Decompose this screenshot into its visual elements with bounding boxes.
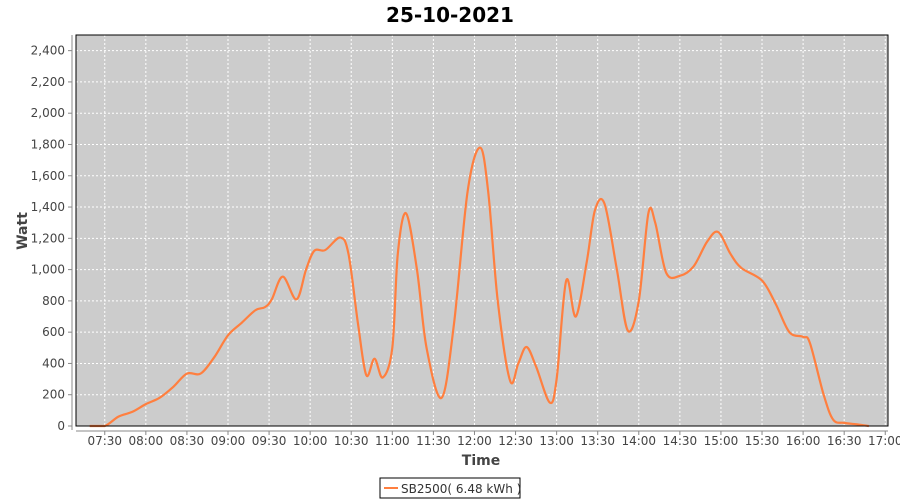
y-tick-label: 0 bbox=[57, 419, 65, 433]
x-tick-label: 14:00 bbox=[621, 434, 656, 448]
y-axis-label: Watt bbox=[15, 212, 31, 250]
x-tick-label: 16:00 bbox=[786, 434, 821, 448]
x-tick-label: 14:30 bbox=[663, 434, 698, 448]
x-tick-label: 08:00 bbox=[129, 434, 164, 448]
x-tick-label: 11:00 bbox=[375, 434, 410, 448]
grid bbox=[76, 35, 888, 427]
x-tick-label: 11:30 bbox=[416, 434, 451, 448]
x-tick-label: 10:30 bbox=[334, 434, 369, 448]
x-tick-label: 15:00 bbox=[704, 434, 739, 448]
y-tick-label: 1,600 bbox=[31, 169, 65, 183]
legend-box bbox=[379, 477, 521, 499]
y-tick-label: 2,400 bbox=[31, 44, 65, 58]
y-tick-label: 600 bbox=[42, 325, 65, 339]
plot-border bbox=[75, 34, 889, 427]
x-tick-label: 12:00 bbox=[457, 434, 492, 448]
x-tick-label: 13:00 bbox=[539, 434, 574, 448]
x-tick-label: 16:30 bbox=[827, 434, 862, 448]
x-tick-label: 17:00 bbox=[868, 434, 900, 448]
x-tick-label: 09:00 bbox=[211, 434, 246, 448]
x-axis-label: Time bbox=[462, 453, 500, 469]
y-tick-label: 2,000 bbox=[31, 106, 65, 120]
plot-area bbox=[76, 35, 888, 426]
chart-title: 25-10-2021 bbox=[386, 3, 514, 27]
y-tick-label: 200 bbox=[42, 388, 65, 402]
y-tick-label: 1,000 bbox=[31, 263, 65, 277]
x-tick-label: 07:30 bbox=[87, 434, 122, 448]
series-line bbox=[89, 146, 869, 428]
x-tick-label: 12:30 bbox=[498, 434, 533, 448]
x-tick-label: 13:30 bbox=[580, 434, 615, 448]
y-tick-label: 1,800 bbox=[31, 137, 65, 151]
y-tick-label: 2,200 bbox=[31, 75, 65, 89]
x-tick-label: 09:30 bbox=[252, 434, 287, 448]
y-tick-label: 800 bbox=[42, 294, 65, 308]
legend-label: SB2500( 6.48 kWh ) bbox=[401, 482, 521, 496]
y-tick-label: 1,200 bbox=[31, 231, 65, 245]
x-tick-label: 08:30 bbox=[170, 434, 205, 448]
legend: SB2500( 6.48 kWh ) bbox=[379, 477, 521, 499]
y-tick-label: 1,400 bbox=[31, 200, 65, 214]
x-tick-label: 15:30 bbox=[745, 434, 780, 448]
x-tick-label: 10:00 bbox=[293, 434, 328, 448]
y-axis: 0 200 400 600 800 1,000 1,200 1,400 1,600 1,800 2,… bbox=[31, 44, 72, 433]
x-axis: 07:30 08:00 08:30 09:00 09:30 10:00 10:30 11:00… bbox=[87, 431, 900, 448]
y-tick-label: 400 bbox=[42, 356, 65, 370]
